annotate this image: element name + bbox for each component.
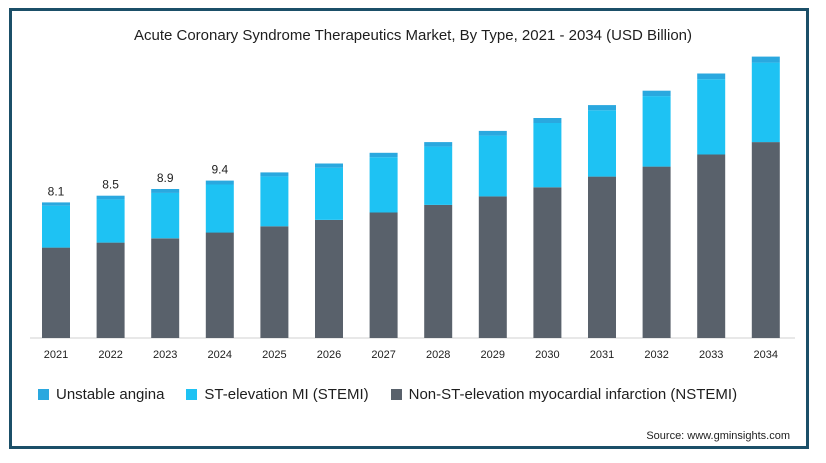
x-tick-label-2030: 2030 [535, 349, 559, 361]
bar-2021-series-2 [42, 202, 70, 206]
bar-2029-series-1 [478, 135, 507, 197]
x-tick-label-2032: 2032 [644, 349, 668, 361]
bar-2022-series-1 [96, 199, 125, 243]
bar-2026-series-2 [315, 163, 343, 168]
bar-2024-series-2 [205, 180, 234, 185]
bar-2025-series-0 [260, 226, 289, 338]
legend-item-stemi: ST-elevation MI (STEMI) [186, 386, 369, 403]
bar-2030-series-1 [533, 123, 562, 188]
legend-swatch-nstemi [390, 389, 402, 400]
bar-2031-series-2 [588, 105, 616, 111]
bar-2025-series-2 [260, 172, 289, 177]
x-tick-label-2026: 2026 [317, 349, 341, 361]
legend-label-nstemi: Non-ST-elevation myocardial infarction (… [408, 386, 738, 403]
bar-2025-series-1 [260, 176, 289, 227]
bar-2033-series-1 [697, 79, 726, 155]
data-label-2022: 8.5 [102, 178, 119, 192]
x-tick-label-2023: 2023 [153, 349, 177, 361]
bar-2021-series-0 [42, 247, 70, 338]
bar-2027-series-0 [369, 212, 398, 338]
bar-2029-series-0 [478, 196, 507, 338]
x-tick-label-2025: 2025 [262, 349, 286, 361]
bar-2026-series-0 [315, 220, 343, 338]
bar-2028-series-2 [424, 142, 453, 147]
bar-2027-series-2 [369, 152, 398, 158]
x-tick-label-2029: 2029 [481, 349, 505, 361]
bar-2030-series-2 [533, 118, 562, 123]
legend-label-stemi: ST-elevation MI (STEMI) [204, 386, 369, 403]
chart-title: Acute Coronary Syndrome Therapeutics Mar… [133, 27, 693, 44]
bar-2024-series-0 [205, 232, 234, 338]
bar-2021-series-1 [42, 205, 70, 248]
legend-swatch-unstable-angina [38, 389, 49, 400]
x-tick-label-2022: 2022 [98, 349, 122, 361]
bar-2034-series-0 [751, 142, 780, 338]
data-label-2021: 8.1 [48, 184, 65, 198]
legend-item-nstemi: Non-ST-elevation myocardial infarction (… [390, 386, 738, 403]
x-tick-label-2033: 2033 [699, 349, 723, 361]
x-tick-label-2021: 2021 [44, 349, 68, 361]
bar-2022-series-0 [96, 242, 125, 338]
bar-2023-series-1 [151, 192, 180, 239]
bar-2033-series-0 [697, 154, 726, 338]
bar-2027-series-1 [369, 157, 398, 213]
bar-2023-series-0 [151, 238, 180, 338]
x-tick-label-2034: 2034 [754, 349, 778, 361]
bar-2031-series-1 [588, 110, 616, 177]
data-label-2024: 9.4 [211, 163, 228, 177]
bar-2024-series-1 [205, 184, 234, 233]
chart-legend: Unstable angina ST-elevation MI (STEMI) … [38, 386, 759, 403]
data-label-2023: 8.9 [157, 171, 174, 185]
bar-2023-series-2 [151, 189, 180, 193]
bar-2032-series-0 [642, 166, 671, 338]
x-tick-label-2028: 2028 [426, 349, 450, 361]
legend-label-unstable-angina: Unstable angina [56, 386, 165, 403]
bar-2032-series-2 [642, 90, 671, 97]
bar-2034-series-2 [751, 56, 780, 63]
legend-swatch-stemi [186, 389, 198, 400]
source-note: Source: www.gminsights.com [646, 430, 790, 442]
bar-2032-series-1 [642, 96, 671, 167]
bar-2029-series-2 [478, 130, 507, 136]
bar-2026-series-1 [315, 167, 343, 220]
bar-2022-series-2 [96, 195, 125, 200]
bar-2033-series-2 [697, 73, 726, 80]
bar-2028-series-0 [424, 204, 453, 338]
x-tick-label-2024: 2024 [208, 349, 232, 361]
x-tick-label-2027: 2027 [371, 349, 395, 361]
legend-item-unstable-angina: Unstable angina [38, 386, 164, 403]
x-tick-label-2031: 2031 [590, 349, 614, 361]
bar-2034-series-1 [751, 62, 780, 143]
chart-frame [9, 8, 809, 449]
bar-2030-series-0 [533, 187, 562, 338]
bar-2028-series-1 [424, 146, 453, 205]
bar-2031-series-0 [588, 176, 616, 338]
